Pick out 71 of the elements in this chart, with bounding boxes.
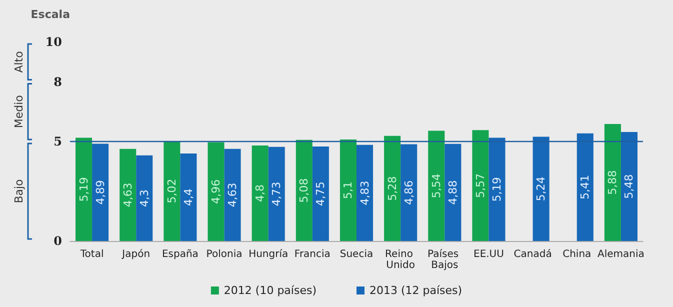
data-label: 5,48 <box>622 174 636 199</box>
data-label: 4,63 <box>226 182 240 208</box>
data-label: 5,57 <box>474 173 487 198</box>
bar <box>532 136 550 241</box>
bar <box>268 146 285 241</box>
bar <box>444 144 462 241</box>
x-tick-label: Total <box>79 249 104 260</box>
data-label: 4,86 <box>402 180 416 205</box>
text: Medio <box>12 94 26 128</box>
y-tick-label: 10 <box>45 35 62 49</box>
x-tick-label: España <box>162 249 198 260</box>
bar <box>224 148 241 241</box>
x-tick-label: Suecia <box>340 249 374 260</box>
data-label: 5,88 <box>606 170 620 195</box>
data-label: 4,75 <box>314 181 328 206</box>
bar <box>488 138 506 241</box>
x-tick-label: Hungría <box>248 249 288 260</box>
data-label: 4,96 <box>210 179 223 204</box>
bar <box>92 144 109 241</box>
data-label: 4,3 <box>138 189 151 207</box>
x-tick-label: China <box>562 249 592 260</box>
bar <box>296 140 312 241</box>
x-tick-label: Alemania <box>598 249 644 260</box>
bar <box>180 153 197 241</box>
y-tick-label: 8 <box>54 74 62 89</box>
bar <box>208 142 224 241</box>
data-label: 5,24 <box>534 176 548 202</box>
bar <box>76 138 92 241</box>
data-label: 4,73 <box>270 182 284 206</box>
data-label: 5,1 <box>342 182 355 200</box>
bar <box>604 124 621 241</box>
text: Alto <box>12 50 26 73</box>
y-tick-label: 0 <box>54 234 62 248</box>
data-label: 5,19 <box>77 177 90 202</box>
data-label: 4,63 <box>121 182 134 208</box>
bar <box>400 144 418 241</box>
bar <box>472 130 489 241</box>
bar <box>340 140 356 241</box>
x-tick-label: Países Bajos <box>428 249 462 271</box>
data-label: 4,4 <box>182 188 195 206</box>
data-label: 4,88 <box>446 180 460 205</box>
text: Bajo <box>12 178 26 204</box>
legend-label: 2013 (12 países) <box>370 284 462 297</box>
y-tick-label: 5 <box>54 134 62 148</box>
data-label: 4,8 <box>254 184 267 202</box>
bar <box>252 145 268 241</box>
bar <box>428 130 445 241</box>
data-label: 5,08 <box>298 178 311 203</box>
x-tick-label: Francia <box>294 249 330 260</box>
data-label: 5,19 <box>490 177 504 202</box>
bar <box>312 146 329 241</box>
bar <box>356 144 374 241</box>
x-tick-label: Canadá <box>514 249 552 260</box>
bar <box>576 133 594 241</box>
bar <box>120 148 136 241</box>
bar <box>620 132 638 241</box>
data-label: 4,89 <box>94 180 107 205</box>
data-label: 5,41 <box>578 174 592 200</box>
x-tick-label: Polonia <box>206 249 242 260</box>
data-label: 5,54 <box>430 174 443 198</box>
bar <box>164 141 180 241</box>
x-tick-label: EE.UU <box>473 249 504 260</box>
y-axis-title: Escala <box>30 8 70 21</box>
x-tick-label: Reino Unido <box>385 249 416 271</box>
legend-label: 2012 (10 países) <box>224 284 316 297</box>
x-tick-label: Japón <box>121 249 150 260</box>
data-label: 5,28 <box>386 176 399 201</box>
data-label: 5,02 <box>165 178 178 204</box>
bar <box>384 136 401 241</box>
bar <box>136 155 153 241</box>
data-label: 4,83 <box>358 180 372 206</box>
